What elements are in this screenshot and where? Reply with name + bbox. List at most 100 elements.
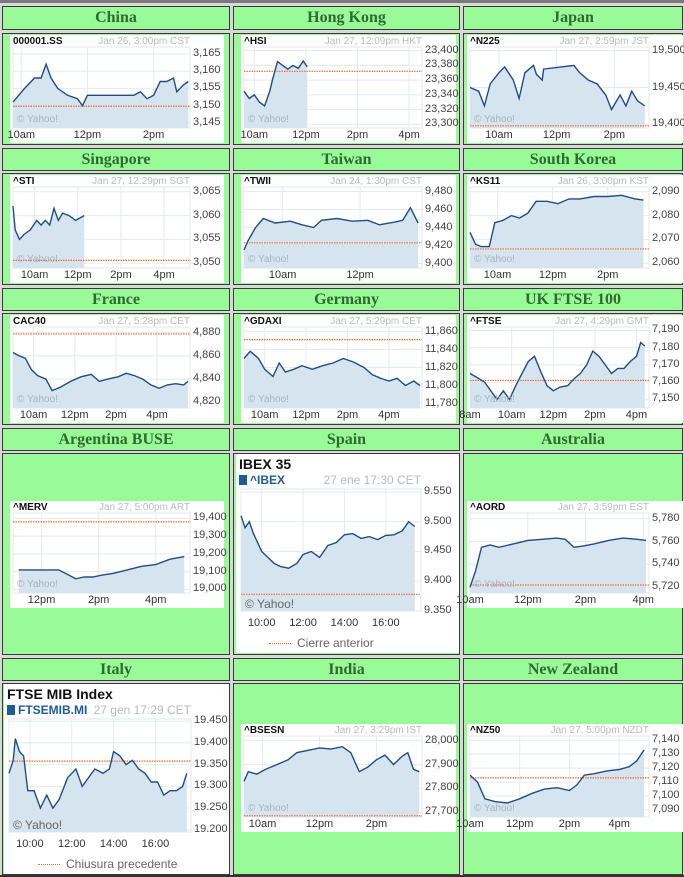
ticker-symbol: FTSEMIB.MI [18,703,88,717]
market-title-china: China [2,6,230,30]
y-tick-label: 9.350 [424,604,452,616]
y-tick-label: 9,400 [425,256,453,269]
stock-chart-spain[interactable]: IBEX 35 ^IBEX 27 ene 17:30 CET Cierre anter… [236,454,459,653]
market-title-taiwan: Taiwan [233,148,460,171]
series-area [470,750,645,817]
plot-area [243,186,423,269]
x-tick-label: 2pm [110,269,132,281]
x-tick-label: 10am [497,409,526,421]
stock-chart-hong-kong[interactable]: ^HSI Jan 27, 12:09pm HKT © Yahoo! 23,400 23,… [241,35,459,143]
stock-chart-argentina-buse[interactable]: ^MERV Jan 27, 5:00pm ART © Yahoo! 19,400 19,… [10,501,227,608]
stock-chart-singapore[interactable]: ^STI Jan 27, 12:29pm SGT © Yahoo! 3,065 3,06… [10,175,224,283]
stock-chart-china[interactable]: 000001.SS Jan 26, 3:00pm CST © Yahoo! 3,165… [7,35,224,143]
y-tick-label: 3,150 [193,98,221,111]
ticker-symbol: ^GDAXI [244,316,282,327]
quote-date: Jan 27, 3:29pm IST [334,725,422,736]
y-tick-label: 19,500 [652,43,684,56]
x-tick-label: 16:00 [372,617,400,629]
x-tick-label: 10am [7,129,36,141]
y-tick-label: 7,150 [652,392,680,405]
yahoo-watermark: © Yahoo! [474,254,515,265]
bottom-border [0,875,684,877]
yahoo-watermark: © Yahoo! [245,597,295,611]
y-tick-label: 9,460 [425,202,453,215]
stock-chart-south-korea[interactable]: ^KS11 Jan 26, 3:00pm KST © Yahoo! 2,090 2,08… [467,175,683,283]
y-tick-label: 19.400 [194,735,228,748]
plot-area [240,488,422,612]
yahoo-watermark: © Yahoo! [13,818,63,832]
x-tick-label: 12pm [346,269,374,281]
market-cell-india: ^BSESN Jan 27, 3:29pm IST © Yahoo! 28,000 27… [233,683,460,875]
y-tick-label: 27,700 [425,805,459,818]
previous-close-legend: Chiusura precedente [38,857,177,871]
y-tick-label: 19,450 [652,80,684,93]
yahoo-watermark: © Yahoo! [474,114,515,125]
series-line [243,745,420,782]
x-tick-label: 12:00 [57,838,86,850]
ticker-symbol: ^STI [13,176,35,187]
yahoo-watermark: © Yahoo! [17,254,58,265]
market-title-argentina-buse: Argentina BUSE [2,428,230,451]
ticker-symbol: 000001.SS [13,36,63,47]
market-cell-hong-kong: ^HSI Jan 27, 12:09pm HKT © Yahoo! 23,400 23,… [233,33,460,145]
plot-area [243,46,423,129]
x-tick-label: 10am [19,409,48,421]
quote-date: Jan 27, 5:00pm NZDT [550,725,649,736]
series-line [243,350,421,387]
yahoo-watermark: © Yahoo! [474,394,515,405]
y-tick-label: 23,320 [425,102,459,115]
plot-area [12,46,191,129]
y-tick-label: 23,300 [425,117,459,130]
x-tick-label: 2pm [603,129,626,141]
series-area [18,556,185,593]
y-tick-label: 4,840 [193,372,221,385]
market-cell-france: CAC40 Jan 27, 5:28pm CET © Yahoo! 4,880 4,86… [2,313,230,425]
quote-date: Jan 26, 3:00pm KST [557,176,649,187]
stock-chart-new-zealand[interactable]: ^NZ50 Jan 27, 5:00pm NZDT © Yahoo! 7,140 7,1… [456,724,683,832]
x-tick-label: 10am [268,269,297,281]
stock-chart-uk-ftse-100[interactable]: ^FTSE Jan 27, 4:29pm GMT © Yahoo! 7,190 7,18… [459,315,683,423]
stock-chart-germany[interactable]: ^GDAXI Jan 27, 5:29pm CET © Yahoo! 11,860 11… [241,315,458,423]
stock-chart-france[interactable]: CAC40 Jan 27, 5:28pm CET © Yahoo! 4,880 4,86… [10,315,224,423]
y-tick-label: 7,160 [652,375,680,388]
market-title-singapore: Singapore [2,148,230,171]
y-tick-label: 27,800 [425,781,459,794]
quote-date: Jan 24, 1:30pm CST [330,176,422,187]
series-line [12,206,85,241]
x-tick-label: 12:00 [289,617,317,629]
stock-chart-japan[interactable]: ^N225 Jan 27, 2:59pm JST © Yahoo! 19,500 19,… [467,35,684,143]
market-title-france: France [2,288,230,311]
series-line [469,537,647,588]
dotted-line-icon [38,864,60,866]
x-tick-label: 10am [483,269,512,281]
y-tick-label: 7,120 [652,761,680,774]
y-tick-label: 19.300 [194,779,228,792]
index-name: IBEX 35 [239,456,292,472]
x-tick-label: 2pm [558,818,581,830]
x-tick-label: 4pm [153,269,175,281]
x-tick-label: 2pm [336,409,359,421]
stock-chart-india[interactable]: ^BSESN Jan 27, 3:29pm IST © Yahoo! 28,000 27… [241,724,459,832]
y-tick-label: 19,100 [193,564,227,577]
quote-date: Jan 27, 12:09pm HKT [324,36,422,47]
x-tick-label: 2pm [142,129,165,141]
stock-chart-australia[interactable]: ^AORD Jan 27, 3:59pm EST © Yahoo! 5,780 5,76… [456,501,683,608]
dotted-line-icon [269,643,291,645]
y-tick-label: 9.400 [424,574,452,587]
series-swatch-icon [7,705,15,715]
stock-chart-italy[interactable]: FTSE MIB Index FTSEMIB.MI 27 gen 17:29 CET… [4,684,229,874]
series-line [469,194,644,248]
series-line [8,738,188,810]
plot-area [469,512,650,594]
x-tick-label: 12pm [305,818,334,830]
stock-chart-taiwan[interactable]: ^TWII Jan 24, 1:30pm CST © Yahoo! 9,480 9,46… [241,175,456,283]
y-tick-label: 19.450 [194,714,228,727]
y-tick-label: 19.200 [194,822,228,835]
series-area [241,515,415,611]
y-tick-label: 4,860 [193,348,221,361]
yahoo-watermark: © Yahoo! [17,394,58,405]
x-tick-label: 16:00 [141,838,170,850]
x-tick-label: 4pm [146,409,168,421]
x-tick-label: 2pm [105,409,127,421]
market-cell-australia: ^AORD Jan 27, 3:59pm EST © Yahoo! 5,780 5,76… [456,453,683,655]
